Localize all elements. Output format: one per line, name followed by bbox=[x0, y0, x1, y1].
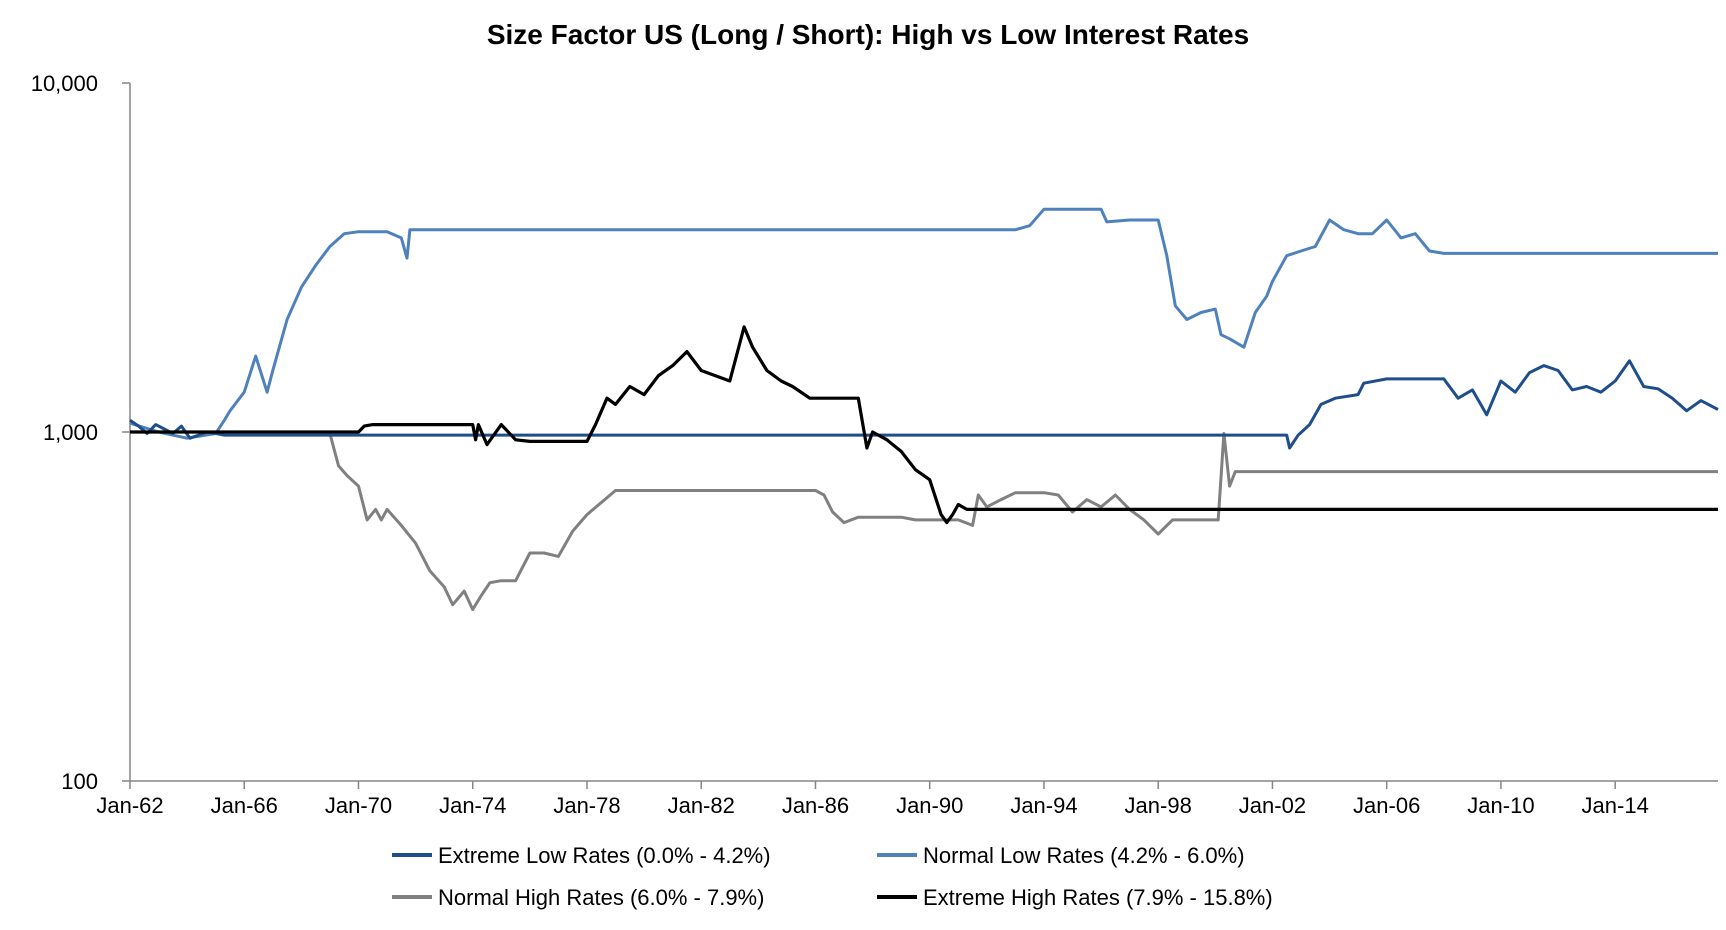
x-tick-label: Jan-82 bbox=[668, 793, 735, 818]
x-tick-label: Jan-94 bbox=[1010, 793, 1077, 818]
x-tick-label: Jan-74 bbox=[439, 793, 506, 818]
x-tick-label: Jan-78 bbox=[553, 793, 620, 818]
x-tick-label: Jan-98 bbox=[1125, 793, 1192, 818]
chart-title: Size Factor US (Long / Short): High vs L… bbox=[487, 19, 1249, 50]
axes: 100 1,000 10,000 Jan-62 Jan-66 Jan-70 Jan-74 Ja… bbox=[31, 71, 1718, 818]
x-tick-label: Jan-86 bbox=[782, 793, 849, 818]
legend-label: Normal Low Rates (4.2% - 6.0%) bbox=[923, 843, 1245, 868]
series-line-3 bbox=[130, 430, 1718, 611]
series-line-1 bbox=[129, 359, 1719, 450]
legend: Extreme Low Rates (0.0% - 4.2%) Normal Lo… bbox=[392, 843, 1273, 910]
x-tick-label: Jan-10 bbox=[1467, 793, 1534, 818]
x-tick-label: Jan-66 bbox=[211, 793, 278, 818]
series-lines bbox=[129, 207, 1719, 611]
x-tick-label: Jan-02 bbox=[1239, 793, 1306, 818]
x-tick-label: Jan-90 bbox=[896, 793, 963, 818]
legend-label: Extreme High Rates (7.9% - 15.8%) bbox=[923, 885, 1273, 910]
y-tick-label: 10,000 bbox=[31, 71, 98, 96]
series-line-4 bbox=[130, 325, 1718, 525]
x-tick-label: Jan-14 bbox=[1582, 793, 1649, 818]
x-tick-label: Jan-70 bbox=[325, 793, 392, 818]
legend-label: Extreme Low Rates (0.0% - 4.2%) bbox=[438, 843, 771, 868]
y-tick-label: 1,000 bbox=[43, 420, 98, 445]
x-tick-label: Jan-06 bbox=[1353, 793, 1420, 818]
y-tick-label: 100 bbox=[61, 769, 98, 794]
x-tick-label: Jan-62 bbox=[96, 793, 163, 818]
legend-label: Normal High Rates (6.0% - 7.9%) bbox=[438, 885, 764, 910]
series-line-2 bbox=[129, 207, 1718, 440]
